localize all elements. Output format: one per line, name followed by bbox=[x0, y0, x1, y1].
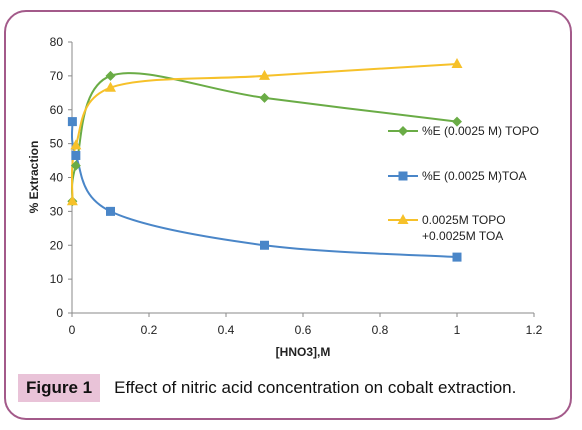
y-tick-label: 20 bbox=[50, 238, 64, 252]
data-point-3 bbox=[66, 195, 78, 206]
y-axis-label: % Extraction bbox=[27, 141, 41, 214]
series-line-1 bbox=[70, 72, 458, 202]
series-line-3 bbox=[70, 63, 458, 202]
data-point-3 bbox=[70, 139, 82, 150]
axes: 0 10 20 30 40 50 60 70 80 0 0.2 0.4 0.6 0.8 1 1.2 bbox=[50, 35, 543, 337]
y-tick-label: 70 bbox=[50, 69, 64, 83]
legend: %E (0.0025 M) TOPO %E (0.0025 M)TOA 0.0025… bbox=[388, 124, 539, 243]
x-tick-label: 0 bbox=[69, 323, 76, 337]
legend-marker-2 bbox=[398, 171, 408, 181]
caption-text: Effect of nitric acid concentration on c… bbox=[114, 378, 517, 397]
data-point-3 bbox=[259, 69, 270, 80]
y-tick-label: 50 bbox=[50, 137, 64, 151]
data-point-1 bbox=[259, 92, 270, 103]
legend-label-2: %E (0.0025 M)TOA bbox=[422, 169, 526, 183]
y-tick-label: 60 bbox=[50, 103, 64, 117]
series-line-2 bbox=[70, 121, 458, 259]
figure-caption: Figure 1 Effect of nitric acid concentra… bbox=[18, 373, 516, 403]
y-tick-label: 80 bbox=[50, 35, 64, 49]
x-tick-label: 0.6 bbox=[295, 323, 312, 337]
y-tick-label: 30 bbox=[50, 204, 64, 218]
data-point-2 bbox=[260, 240, 269, 250]
data-point-1 bbox=[452, 116, 462, 127]
y-tick-label: 0 bbox=[56, 306, 63, 320]
data-point-2 bbox=[106, 206, 115, 216]
x-tick-label: 1 bbox=[454, 323, 461, 337]
x-tick-label: 0.4 bbox=[218, 323, 235, 337]
data-point-3 bbox=[105, 81, 116, 92]
figure-frame bbox=[4, 10, 572, 420]
data-point-1 bbox=[70, 160, 81, 171]
legend-label-1: %E (0.0025 M) TOPO bbox=[422, 124, 539, 138]
data-point-1 bbox=[105, 70, 116, 81]
legend-marker-1 bbox=[398, 126, 408, 136]
legend-marker-3 bbox=[397, 214, 409, 224]
x-axis-label: [HNO3],M bbox=[276, 345, 331, 359]
figure-label: Figure 1 bbox=[18, 374, 101, 402]
y-tick-label: 10 bbox=[50, 272, 64, 286]
x-tick-label: 0.8 bbox=[372, 323, 389, 337]
legend-label-3: +0.0025M TOA bbox=[422, 229, 503, 243]
y-tick-label: 40 bbox=[50, 171, 64, 185]
data-point-2 bbox=[71, 150, 81, 160]
data-point-2 bbox=[452, 252, 462, 262]
legend-label-3: 0.0025M TOPO bbox=[422, 213, 506, 227]
series-markers bbox=[66, 58, 463, 262]
data-point-2 bbox=[67, 117, 77, 127]
x-tick-label: 1.2 bbox=[526, 323, 543, 337]
data-point-3 bbox=[451, 58, 463, 69]
x-tick-label: 0.2 bbox=[141, 323, 158, 337]
